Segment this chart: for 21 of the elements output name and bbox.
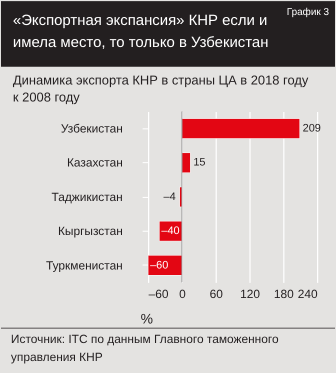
chart-subtitle: Динамика экспорта КНР в страны ЦА в 2018 году к 2008 году (12, 72, 309, 105)
y-tick-label: Туркменистан (46, 258, 123, 272)
x-tick-label: 120 (240, 286, 260, 301)
x-tick-label: 0 (179, 286, 186, 301)
text: График 3 (286, 7, 330, 18)
data-label: 209 (302, 122, 321, 135)
x-tick-label: 240 (298, 286, 318, 301)
y-tick-label: Кыргызстан (58, 224, 123, 238)
x-tick-label: 180 (274, 286, 294, 301)
data-label: –60 (150, 259, 168, 272)
data-label: –4 (164, 190, 176, 203)
text: Источник: ITC по данным Главного таможенного управления КНР (10, 332, 279, 364)
x-tick-label: –60 (148, 286, 169, 301)
y-tick-label: Казахстан (66, 156, 123, 170)
data-label: 15 (193, 156, 206, 169)
y-tick-label: Таджикистан (52, 190, 123, 204)
y-tick-label: Узбекистан (60, 122, 123, 136)
chart-title: «Экспортная экспансия» КНР если и имела место, то только в Узбекистан (12, 12, 268, 51)
x-axis-title: % (140, 310, 154, 327)
x-tick-label: 60 (210, 286, 224, 301)
data-label: –40 (161, 225, 180, 238)
